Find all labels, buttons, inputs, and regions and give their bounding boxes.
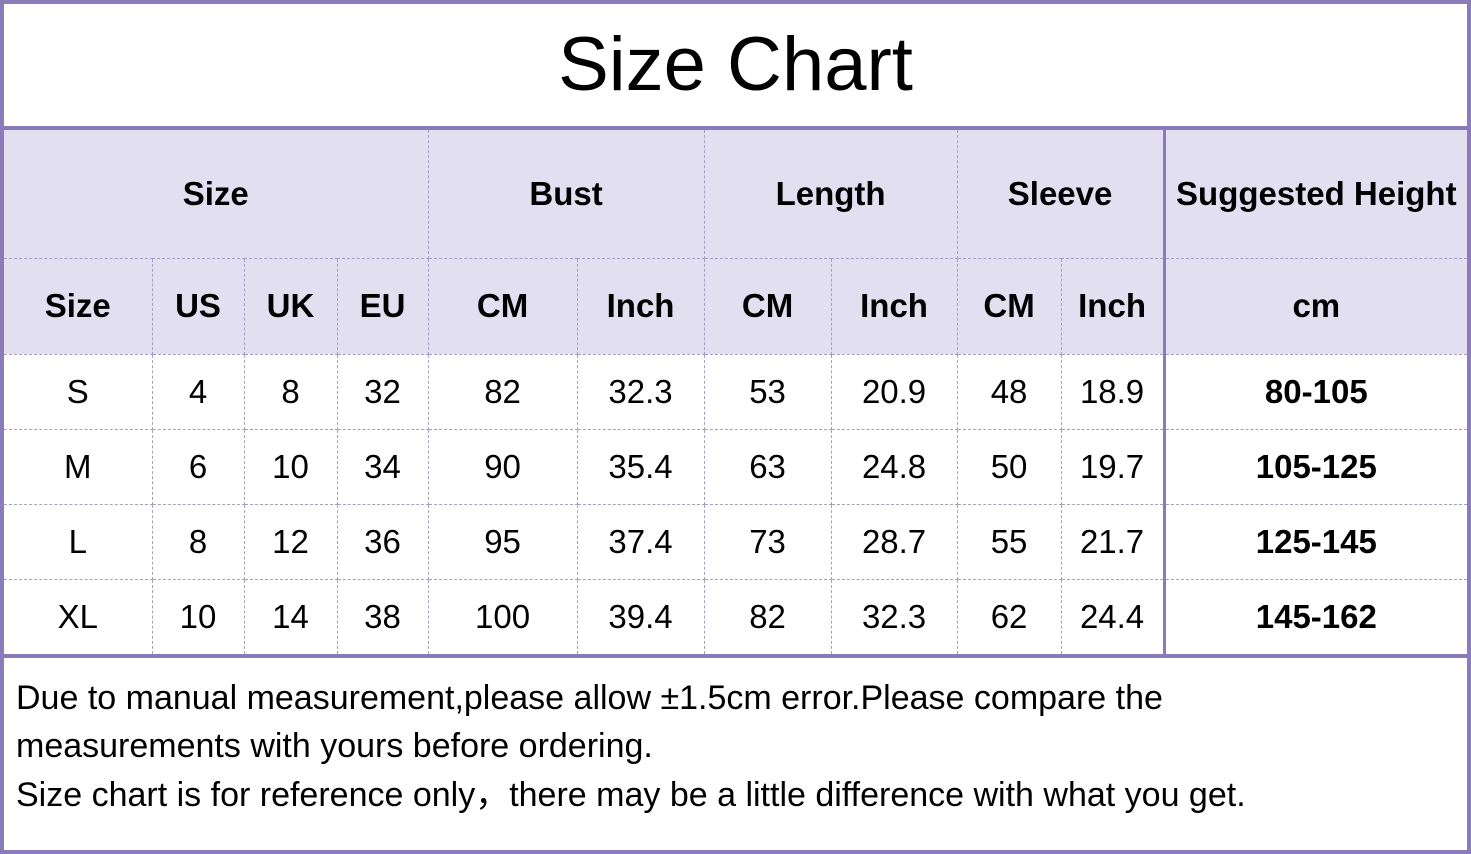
cell-sleeve-inch: 21.7 xyxy=(1061,504,1165,580)
group-header-bust: Bust xyxy=(428,130,705,259)
table-row: S 4 8 32 82 32.3 53 20.9 48 18.9 80-105 xyxy=(4,354,1467,430)
cell-sleeve-inch: 19.7 xyxy=(1061,429,1165,505)
sub-header-suggested-height-cm: cm xyxy=(1162,258,1467,355)
sub-header-eu: EU xyxy=(337,258,429,355)
sub-header-bust-inch: Inch xyxy=(577,258,705,355)
cell-size: M xyxy=(4,429,153,505)
cell-length-cm: 63 xyxy=(704,429,832,505)
cell-uk: 8 xyxy=(244,354,338,430)
sub-header-size: Size xyxy=(4,258,153,355)
table-head: Size Bust Length Sleeve Suggested Height… xyxy=(4,130,1467,355)
cell-suggested-height: 125-145 xyxy=(1162,504,1467,580)
cell-eu: 34 xyxy=(337,429,429,505)
cell-eu: 32 xyxy=(337,354,429,430)
table-body: S 4 8 32 82 32.3 53 20.9 48 18.9 80-105 … xyxy=(4,354,1467,654)
cell-length-cm: 73 xyxy=(704,504,832,580)
sub-header-us: US xyxy=(152,258,245,355)
cell-us: 4 xyxy=(152,354,245,430)
cell-bust-cm: 95 xyxy=(428,504,578,580)
cell-sleeve-cm: 50 xyxy=(957,429,1062,505)
chart-title-row: Size Chart xyxy=(4,4,1467,130)
cell-eu: 36 xyxy=(337,504,429,580)
cell-eu: 38 xyxy=(337,579,429,654)
group-header-sleeve: Sleeve xyxy=(957,130,1165,259)
cell-uk: 12 xyxy=(244,504,338,580)
sub-header-uk: UK xyxy=(244,258,338,355)
sub-header-row: Size US UK EU CM Inch CM Inch CM Inch cm xyxy=(4,258,1467,355)
cell-us: 8 xyxy=(152,504,245,580)
table-row: M 6 10 34 90 35.4 63 24.8 50 19.7 105-12… xyxy=(4,429,1467,505)
cell-length-inch: 24.8 xyxy=(831,429,958,505)
sub-header-sleeve-inch: Inch xyxy=(1061,258,1165,355)
cell-sleeve-cm: 55 xyxy=(957,504,1062,580)
cell-bust-inch: 37.4 xyxy=(577,504,705,580)
cell-length-inch: 20.9 xyxy=(831,354,958,430)
page-title: Size Chart xyxy=(558,22,913,107)
cell-suggested-height: 80-105 xyxy=(1162,354,1467,430)
cell-bust-cm: 90 xyxy=(428,429,578,505)
measurement-note: Due to manual measurement,please allow ±… xyxy=(4,658,1467,829)
table-row: L 8 12 36 95 37.4 73 28.7 55 21.7 125-14… xyxy=(4,504,1467,580)
cell-sleeve-cm: 62 xyxy=(957,579,1062,654)
cell-bust-cm: 82 xyxy=(428,354,578,430)
group-header-size: Size xyxy=(4,130,429,259)
note-line-3: Size chart is for reference only，there m… xyxy=(16,775,1246,814)
size-table: Size Bust Length Sleeve Suggested Height… xyxy=(4,130,1467,654)
cell-size: S xyxy=(4,354,153,430)
table-row: XL 10 14 38 100 39.4 82 32.3 62 24.4 145… xyxy=(4,579,1467,654)
cell-suggested-height: 105-125 xyxy=(1162,429,1467,505)
cell-uk: 10 xyxy=(244,429,338,505)
cell-sleeve-inch: 18.9 xyxy=(1061,354,1165,430)
cell-bust-inch: 39.4 xyxy=(577,579,705,654)
cell-bust-cm: 100 xyxy=(428,579,578,654)
cell-bust-inch: 32.3 xyxy=(577,354,705,430)
cell-us: 10 xyxy=(152,579,245,654)
cell-bust-inch: 35.4 xyxy=(577,429,705,505)
group-header-row: Size Bust Length Sleeve Suggested Height xyxy=(4,130,1467,259)
cell-suggested-height: 145-162 xyxy=(1162,579,1467,654)
cell-size: XL xyxy=(4,579,153,654)
note-line-2: measurements with yours before ordering. xyxy=(16,727,653,766)
cell-uk: 14 xyxy=(244,579,338,654)
size-table-wrapper: Size Bust Length Sleeve Suggested Height… xyxy=(4,130,1467,658)
group-header-length: Length xyxy=(704,130,958,259)
cell-length-inch: 32.3 xyxy=(831,579,958,654)
sub-header-sleeve-cm: CM xyxy=(957,258,1062,355)
cell-size: L xyxy=(4,504,153,580)
cell-us: 6 xyxy=(152,429,245,505)
cell-sleeve-cm: 48 xyxy=(957,354,1062,430)
group-header-suggested-height: Suggested Height xyxy=(1162,130,1467,259)
sub-header-bust-cm: CM xyxy=(428,258,578,355)
note-line-1: Due to manual measurement,please allow ±… xyxy=(16,679,1163,717)
cell-sleeve-inch: 24.4 xyxy=(1061,579,1165,654)
cell-length-cm: 53 xyxy=(704,354,832,430)
sub-header-length-inch: Inch xyxy=(831,258,958,355)
sub-header-length-cm: CM xyxy=(704,258,832,355)
cell-length-inch: 28.7 xyxy=(831,504,958,580)
cell-length-cm: 82 xyxy=(704,579,832,654)
